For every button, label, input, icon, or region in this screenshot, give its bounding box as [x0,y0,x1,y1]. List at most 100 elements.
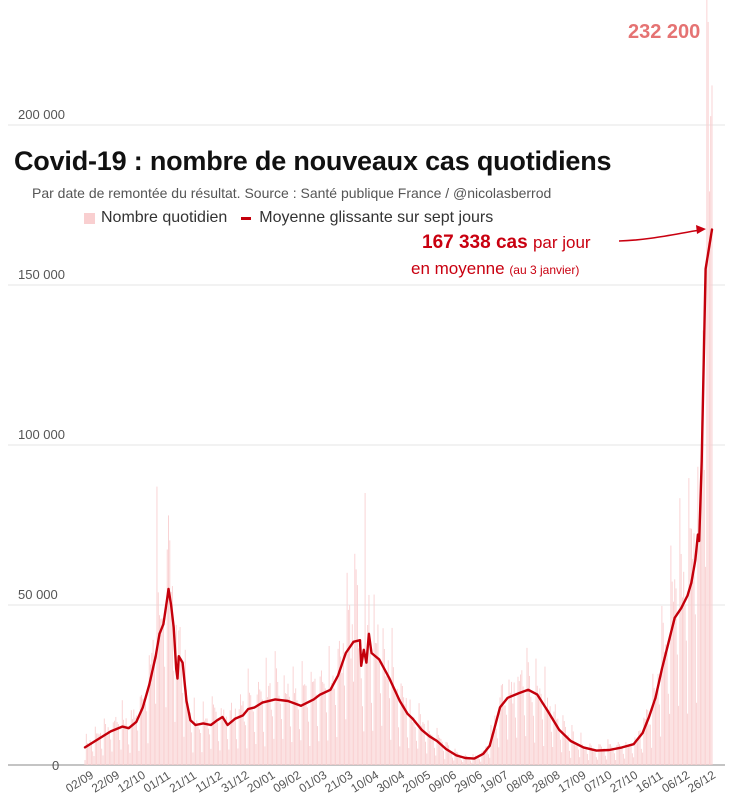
daily-bar [598,744,600,765]
daily-bar [243,721,245,765]
daily-bar [541,719,543,765]
annotation-average-note: en moyenne (au 3 janvier) [411,259,579,279]
x-tick-label: 26/12 [685,768,718,796]
daily-bar [428,731,430,765]
daily-bar [216,722,218,765]
daily-bar [526,647,528,765]
daily-bar [224,721,226,765]
daily-bar [426,753,428,765]
daily-bar [466,756,468,765]
daily-bar [613,753,615,765]
daily-bar [635,740,637,765]
daily-bar [478,759,480,765]
daily-bar [336,737,338,765]
daily-bar [273,738,275,765]
daily-bar [200,733,202,765]
daily-bar [616,745,618,765]
daily-bar [98,734,100,765]
daily-bar [160,618,162,765]
daily-bar [657,673,659,765]
daily-bar [337,648,339,765]
daily-bar [264,746,266,765]
daily-bar [197,726,199,765]
daily-bar [369,653,371,765]
daily-bar [260,691,262,765]
daily-bar [247,668,249,765]
daily-bar [651,747,653,765]
daily-bar [626,745,628,765]
daily-bar [425,741,426,765]
daily-bar [674,579,676,765]
daily-bar [297,709,299,765]
daily-bar [633,757,635,765]
daily-bar [489,757,491,765]
daily-bar [577,749,579,765]
daily-bar [699,519,701,765]
daily-bar [673,601,674,765]
daily-bar [667,693,669,765]
daily-bar [523,715,525,765]
daily-bar [513,682,515,765]
daily-bar [401,685,403,765]
daily-bar [195,723,196,765]
daily-bar [232,719,234,765]
daily-bar [151,652,153,765]
daily-bar [210,748,212,765]
daily-bar [102,755,104,765]
daily-bar [392,667,394,765]
daily-bar [511,681,513,765]
daily-bar [377,624,379,765]
daily-bar [505,714,507,765]
daily-bar [628,746,629,765]
daily-bar [471,762,473,765]
daily-bar [399,746,401,765]
daily-bar [640,748,642,765]
daily-bar [315,694,317,765]
daily-bar [114,720,115,765]
daily-bar [147,743,149,765]
daily-bar [706,0,708,766]
daily-bar [446,742,448,765]
daily-bar [201,752,203,765]
daily-bar [148,655,150,765]
daily-bar [309,745,311,765]
daily-bar [503,705,505,765]
daily-bar [405,697,407,765]
daily-bar [554,704,556,765]
daily-bar [408,748,410,765]
daily-bar [349,604,351,765]
daily-bar [156,486,158,765]
daily-bar [146,711,148,765]
daily-bar [536,685,538,765]
daily-bar [570,757,572,765]
daily-bar [87,743,89,765]
daily-bar [516,737,518,765]
daily-bar [237,748,239,765]
daily-bar [355,569,357,765]
legend-label-daily: Nombre quotidien [101,209,228,226]
daily-bar [644,718,646,765]
daily-bar [597,759,599,765]
legend-swatch-daily [84,212,95,224]
daily-bar [360,678,362,765]
daily-bar [206,718,208,765]
daily-bar [480,761,482,765]
daily-bar [304,684,306,765]
daily-bar [688,478,690,765]
daily-bar [671,581,673,765]
daily-bar [300,740,302,765]
daily-bar [440,738,442,765]
daily-bar [159,615,160,765]
daily-bar [198,729,200,765]
daily-bar [233,717,235,765]
daily-bar [508,679,510,765]
daily-bar [619,744,620,765]
daily-bar [562,715,564,765]
daily-bar [311,681,313,765]
daily-bar [601,746,602,765]
daily-bar [254,731,256,765]
daily-bar [475,755,477,765]
daily-bar [250,695,252,765]
daily-bar [436,727,438,765]
daily-bar [296,700,298,765]
